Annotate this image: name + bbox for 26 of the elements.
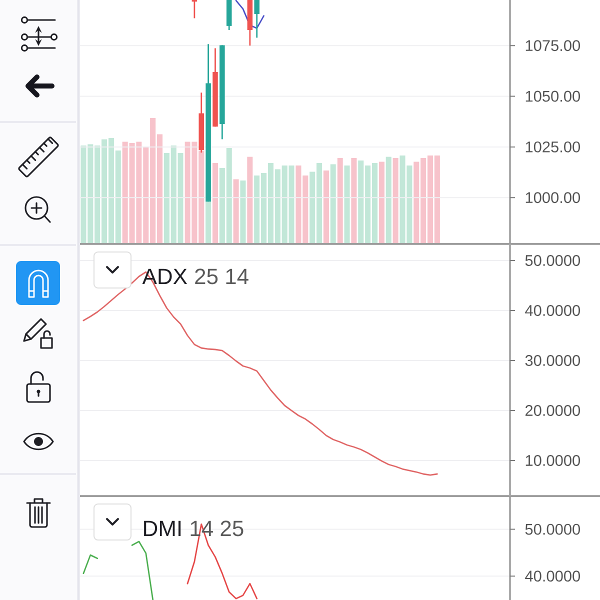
bar bbox=[233, 179, 239, 243]
y-tick-label: 20.0000 bbox=[525, 405, 580, 416]
bar bbox=[337, 158, 343, 243]
line-series bbox=[235, 0, 264, 29]
bar bbox=[392, 158, 398, 243]
y-tick-label: 50.0000 bbox=[525, 524, 580, 535]
bar bbox=[378, 162, 384, 243]
y-tick-label: 1000.00 bbox=[526, 192, 580, 204]
bar bbox=[247, 156, 253, 243]
text: DMI bbox=[144, 520, 181, 536]
bar bbox=[323, 170, 329, 243]
bar bbox=[351, 158, 357, 243]
y-tick-label: 50.0000 bbox=[525, 255, 580, 266]
y-tick-label: 10.0000 bbox=[526, 455, 580, 466]
y-tick-label: 30.0000 bbox=[525, 355, 580, 366]
bar bbox=[344, 166, 350, 243]
y-tick-label: 1050.00 bbox=[526, 90, 580, 102]
text: 25 14 bbox=[195, 268, 248, 284]
y-tick-label: 1075.00 bbox=[526, 40, 580, 52]
y-tick-label: 40.0000 bbox=[525, 570, 580, 582]
y-tick-label: 1025.00 bbox=[526, 141, 580, 152]
bar bbox=[240, 180, 246, 243]
y-tick-label: 40.0000 bbox=[525, 305, 580, 316]
bar bbox=[386, 156, 392, 243]
bar bbox=[212, 163, 218, 243]
candlestick bbox=[254, 0, 260, 38]
